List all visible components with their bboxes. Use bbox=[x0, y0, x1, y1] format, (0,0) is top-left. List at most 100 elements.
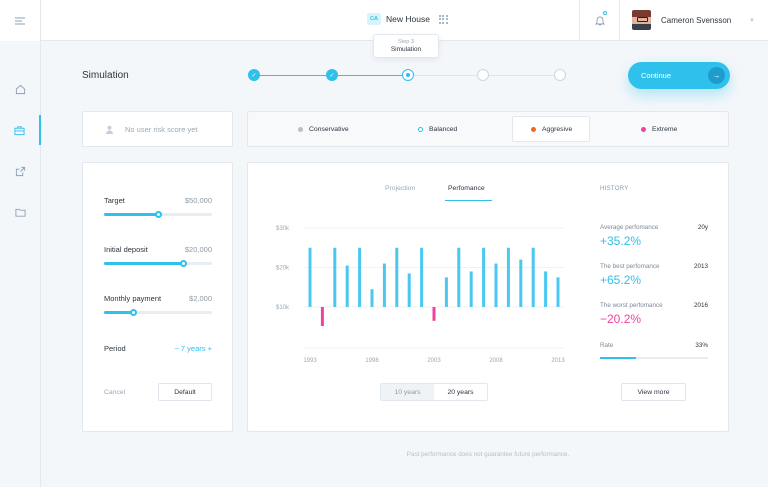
page-title: Simulation bbox=[82, 70, 129, 81]
bar bbox=[482, 247, 486, 307]
performance-chart: $30k $20k $10k 1993 1998 2003 2008 2013 bbox=[276, 226, 565, 364]
x-tick-label: 2013 bbox=[551, 358, 565, 364]
history-rate-label: Rate bbox=[600, 342, 614, 349]
negative-bar bbox=[432, 307, 436, 321]
step-5[interactable] bbox=[554, 69, 566, 81]
strategy-label: Balanced bbox=[429, 125, 458, 133]
sidebar-item-home[interactable] bbox=[0, 74, 41, 104]
bell-icon bbox=[594, 16, 605, 26]
project-name: New House bbox=[386, 14, 430, 24]
view-more-button[interactable]: View more bbox=[621, 383, 686, 401]
history-rate-tag: 33% bbox=[695, 342, 708, 349]
history-rate: Rate 33% bbox=[600, 342, 708, 359]
step-1[interactable]: ✓ bbox=[248, 69, 260, 81]
sidebar-item-portfolio[interactable] bbox=[0, 115, 41, 145]
slider-fill bbox=[104, 311, 134, 314]
y-tick-label: $20k bbox=[276, 266, 290, 272]
avatar bbox=[632, 10, 651, 30]
bar bbox=[407, 273, 411, 307]
export-icon bbox=[15, 166, 26, 176]
step-2[interactable]: ✓ bbox=[326, 69, 338, 81]
history-average: Average perfomance 20y +35.2% bbox=[600, 224, 708, 248]
history-worst-label: The worst perfomance bbox=[600, 302, 663, 309]
rate-progress-fill bbox=[600, 357, 636, 359]
slider-fill bbox=[104, 262, 183, 265]
history-best-value: +65.2% bbox=[600, 273, 642, 287]
chevron-down-icon[interactable]: ▼ bbox=[749, 18, 755, 24]
risk-score-card[interactable]: No user risk score yet bbox=[82, 111, 233, 147]
tab-performance[interactable]: Perfomance bbox=[445, 185, 492, 201]
bar bbox=[382, 263, 386, 307]
deposit-label: Initial deposit bbox=[104, 245, 148, 254]
strategy-dot bbox=[418, 126, 423, 132]
project-switcher[interactable]: CA New House bbox=[367, 13, 448, 25]
history-title: HISTORY bbox=[600, 186, 629, 192]
range-toggle: 10 years 20 years bbox=[380, 383, 488, 401]
history-worst: The worst perfomance 2016 −20.2% bbox=[600, 302, 708, 326]
continue-button[interactable]: Continue → bbox=[628, 62, 730, 89]
slider-handle[interactable] bbox=[130, 309, 138, 316]
bar bbox=[395, 247, 399, 307]
bar bbox=[519, 259, 523, 307]
range-10-years[interactable]: 10 years bbox=[381, 384, 434, 400]
bar bbox=[444, 277, 448, 307]
range-20-years[interactable]: 20 years bbox=[434, 384, 487, 400]
strategy-dot bbox=[531, 126, 536, 132]
target-value: $50,000 bbox=[184, 196, 212, 205]
slider-handle[interactable] bbox=[155, 211, 162, 218]
x-tick-label: 2008 bbox=[489, 358, 503, 364]
bar bbox=[370, 289, 374, 307]
monthly-slider[interactable] bbox=[104, 309, 212, 316]
tab-projection[interactable]: Projection bbox=[385, 185, 416, 192]
bar bbox=[345, 265, 349, 307]
bar bbox=[494, 263, 498, 307]
target-field: Target $50,000 bbox=[104, 196, 212, 218]
arrow-right-icon: → bbox=[708, 67, 725, 84]
strategy-extreme[interactable]: Extreme bbox=[641, 112, 677, 146]
home-icon bbox=[15, 84, 26, 94]
slider-fill bbox=[104, 213, 158, 216]
bar bbox=[457, 247, 461, 307]
notifications-button[interactable] bbox=[579, 0, 620, 41]
period-label: Period bbox=[104, 344, 126, 353]
strategy-aggresive[interactable]: Aggresive bbox=[512, 116, 590, 142]
cancel-link[interactable]: Cancel bbox=[104, 389, 126, 396]
bar bbox=[506, 247, 510, 307]
slider-handle[interactable] bbox=[179, 260, 187, 267]
strategy-label: Aggresive bbox=[542, 125, 573, 133]
strategy-conservative[interactable]: Conservative bbox=[298, 112, 349, 146]
step-3[interactable] bbox=[402, 69, 414, 81]
strategy-selector: Conservative Balanced Aggresive Extreme bbox=[247, 111, 729, 147]
step-4[interactable] bbox=[477, 69, 489, 81]
deposit-slider[interactable] bbox=[104, 260, 212, 267]
target-slider[interactable] bbox=[104, 211, 212, 218]
stepper: ✓ ✓ bbox=[248, 68, 568, 82]
menu-button[interactable] bbox=[0, 0, 41, 41]
bar bbox=[544, 271, 548, 307]
user-menu[interactable]: Cameron Svensson bbox=[632, 10, 731, 30]
strategy-balanced[interactable]: Balanced bbox=[418, 112, 457, 146]
default-button[interactable]: Default bbox=[158, 383, 212, 401]
step-tooltip: Step 3 Simulation bbox=[373, 34, 439, 58]
history-best: The best perfomance 2013 +65.2% bbox=[600, 263, 708, 287]
negative-bar bbox=[320, 307, 324, 326]
sidebar-item-folder[interactable] bbox=[0, 197, 41, 227]
sidebar-item-export[interactable] bbox=[0, 156, 41, 186]
history-best-label: The best perfomance bbox=[600, 263, 660, 270]
user-name: Cameron Svensson bbox=[661, 15, 732, 25]
monthly-field: Monthly payment $2,000 bbox=[104, 294, 212, 316]
x-tick-label: 1993 bbox=[303, 358, 317, 364]
history-best-tag: 2013 bbox=[693, 263, 708, 270]
strategy-dot bbox=[641, 126, 646, 132]
chart-card: Projection Perfomance $30k $20k $10k 1993 19… bbox=[247, 162, 729, 432]
target-label: Target bbox=[104, 196, 125, 205]
history-worst-tag: 2016 bbox=[693, 302, 708, 309]
y-tick-label: $10k bbox=[276, 305, 290, 311]
deposit-field: Initial deposit $20,000 bbox=[104, 245, 212, 267]
strategy-dot bbox=[298, 126, 303, 132]
period-stepper[interactable]: − 7 years + bbox=[174, 344, 212, 353]
bar bbox=[531, 247, 535, 307]
bar bbox=[308, 247, 312, 307]
apps-grid-icon[interactable] bbox=[438, 14, 448, 24]
parameters-card: Target $50,000 Initial deposit $20,000 M… bbox=[82, 162, 233, 432]
